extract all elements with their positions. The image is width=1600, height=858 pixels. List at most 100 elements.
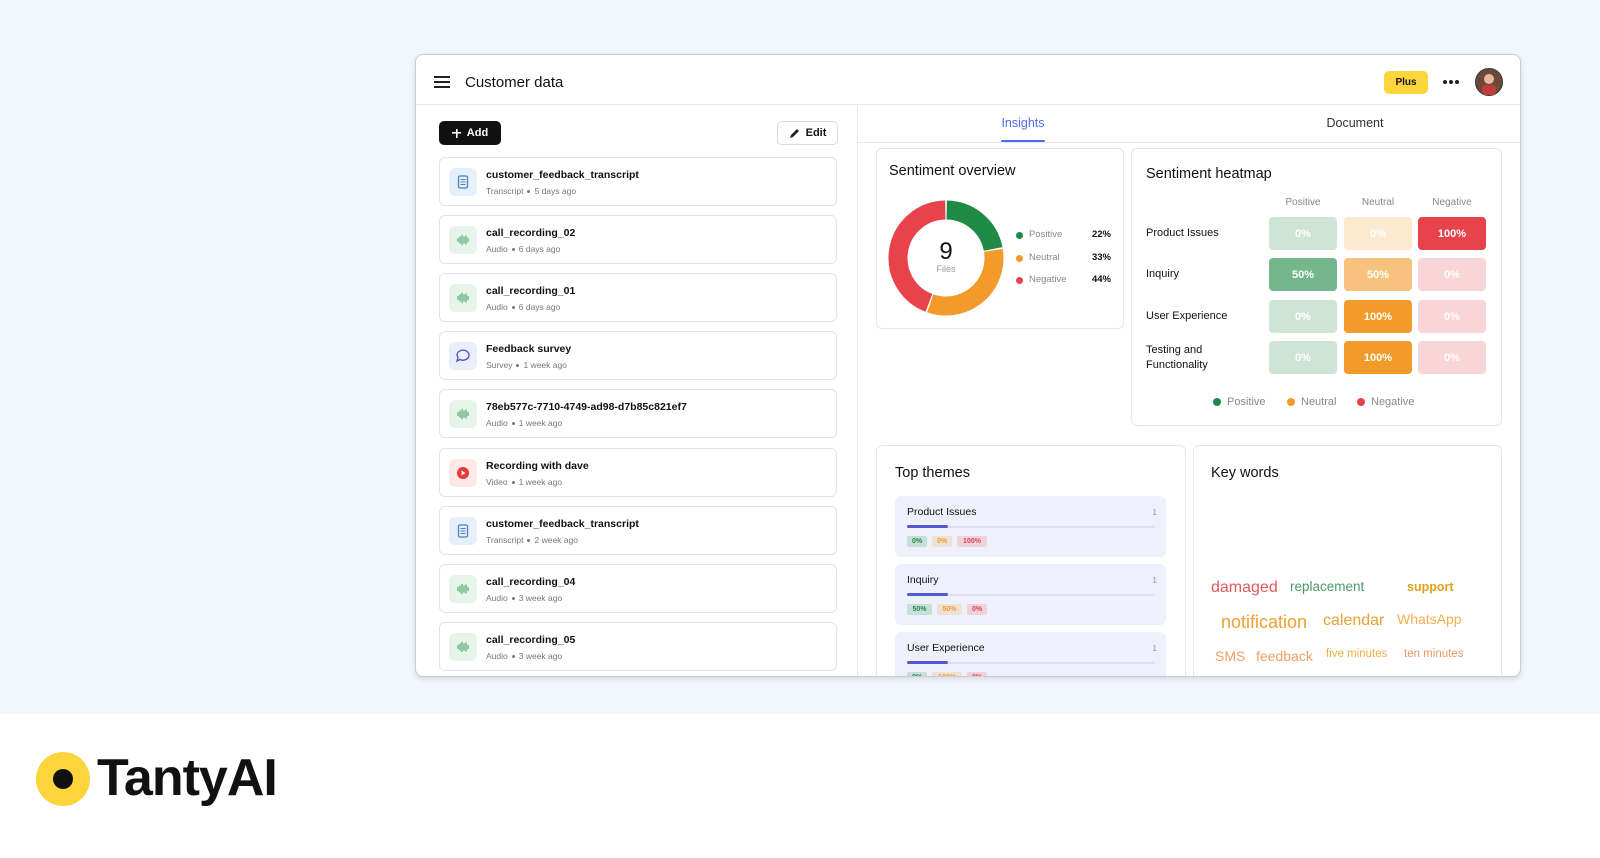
separator-dot	[511, 596, 515, 600]
file-name: customer_feedback_transcript	[486, 518, 639, 530]
theme-name: User Experience	[907, 642, 985, 654]
theme-track	[907, 526, 1155, 528]
file-age: 1 week ago	[518, 418, 563, 428]
theme-chip: 0%	[907, 672, 927, 676]
theme-track	[907, 594, 1155, 596]
theme-chip: 100%	[932, 672, 962, 676]
file-name: Feedback survey	[486, 343, 572, 355]
file-icon	[449, 459, 477, 487]
file-row[interactable]: customer_feedback_transcript Transcript 5 …	[439, 157, 837, 206]
edit-label: Edit	[805, 127, 827, 139]
theme-chip: 0%	[907, 536, 927, 547]
plus-icon	[451, 128, 461, 138]
heatmap-column-header: Negative	[1432, 197, 1472, 208]
file-meta: Audio 6 days ago	[486, 245, 560, 254]
theme-count: 1	[1152, 575, 1157, 585]
file-row[interactable]: customer_feedback_transcript Transcript 2 …	[439, 506, 837, 555]
heatmap-cell: 50%	[1269, 258, 1337, 291]
legend-label: Positive	[1029, 229, 1063, 240]
file-age: 6 days ago	[518, 244, 561, 254]
theme-name: Inquiry	[907, 574, 939, 586]
separator-dot	[511, 421, 515, 425]
tab[interactable]: Insights	[1001, 116, 1045, 130]
file-name: call_recording_04	[486, 576, 576, 588]
heatmap-legend-dot	[1213, 398, 1221, 406]
heatmap-row-label: User Experience	[1146, 310, 1228, 323]
file-meta: Audio 1 week ago	[486, 419, 562, 428]
file-icon-glyph	[457, 175, 469, 189]
heatmap-cell: 50%	[1344, 258, 1412, 291]
file-icon	[449, 284, 477, 312]
file-icon-glyph	[457, 408, 469, 420]
heatmap-row-label: Inquiry	[1146, 268, 1180, 281]
file-row[interactable]: call_recording_05 Audio 3 week ago	[439, 622, 837, 671]
overview-title: Sentiment overview	[889, 163, 1016, 179]
file-name: 78eb577c-7710-4749-ad98-d7b85c821ef7	[486, 401, 687, 413]
file-icon	[449, 226, 477, 254]
theme-item[interactable]: Inquiry 1 50% 50% 0%	[895, 564, 1166, 625]
heatmap-row-label: Product Issues	[1146, 227, 1219, 240]
keyword: feedback	[1256, 648, 1313, 664]
file-age: 6 days ago	[518, 302, 561, 312]
brand-logo	[36, 752, 90, 806]
file-row[interactable]: call_recording_02 Audio 6 days ago	[439, 215, 837, 264]
theme-item[interactable]: Product Issues 1 0% 0% 100%	[895, 496, 1166, 557]
add-label: Add	[466, 127, 489, 139]
legend-value: 22%	[1091, 229, 1111, 240]
file-name: call_recording_01	[486, 285, 576, 297]
heatmap-cell: 100%	[1344, 300, 1412, 333]
app-window: Customer data Plus Add Edit customer_feedbac…	[415, 54, 1521, 677]
tab[interactable]: Document	[1326, 116, 1384, 130]
file-row[interactable]: call_recording_01 Audio 6 days ago	[439, 273, 837, 322]
file-kind: Transcript	[486, 535, 524, 545]
add-button[interactable]: Add	[439, 121, 501, 145]
legend-dot	[1016, 277, 1023, 284]
edit-button[interactable]: Edit	[777, 121, 838, 145]
keyword: damaged	[1211, 579, 1278, 596]
legend-value: 33%	[1091, 251, 1111, 263]
keywords-title: Key words	[1211, 465, 1279, 481]
heatmap-legend-label: Neutral	[1301, 396, 1337, 408]
theme-progress	[907, 593, 948, 596]
file-row[interactable]: Recording with dave Video 1 week ago	[439, 448, 837, 497]
theme-chip: 0%	[967, 604, 987, 615]
file-row[interactable]: 78eb577c-7710-4749-ad98-d7b85c821ef7 Audi…	[439, 389, 837, 438]
file-age: 5 days ago	[534, 186, 577, 196]
separator-dot	[516, 363, 520, 367]
heatmap-title: Sentiment heatmap	[1146, 166, 1272, 182]
file-meta: Audio 3 week ago	[486, 652, 562, 661]
theme-item[interactable]: User Experience 1 0% 100% 0%	[895, 632, 1166, 676]
file-icon	[449, 633, 477, 661]
legend-label: Neutral	[1029, 251, 1060, 263]
file-icon-glyph	[457, 234, 469, 246]
heatmap-cell: 0%	[1418, 341, 1486, 374]
menu-icon[interactable]	[434, 75, 452, 89]
file-row[interactable]: call_recording_04 Audio 3 week ago	[439, 564, 837, 613]
file-kind: Transcript	[486, 186, 524, 196]
keyword: WhatsApp	[1397, 611, 1462, 627]
dot	[1455, 80, 1459, 84]
separator-dot	[511, 480, 515, 484]
file-kind: Audio	[486, 302, 508, 312]
file-meta: Survey 1 week ago	[486, 361, 567, 370]
heatmap-legend-dot	[1357, 398, 1365, 406]
keywords-panel	[1193, 445, 1502, 676]
theme-name: Product Issues	[907, 506, 977, 518]
donut-total: 9	[939, 238, 953, 265]
file-row[interactable]: Feedback survey Survey 1 week ago	[439, 331, 837, 380]
donut-segment	[888, 200, 946, 312]
glyph	[461, 470, 466, 476]
more-menu	[1443, 80, 1459, 84]
glyph	[455, 349, 470, 363]
heatmap-cell: 100%	[1344, 341, 1412, 374]
heatmap-legend-label: Negative	[1371, 396, 1415, 408]
plan-badge[interactable]: Plus	[1384, 71, 1428, 94]
header-divider	[416, 104, 1520, 105]
menu-bar	[434, 81, 450, 83]
file-meta: Video 1 week ago	[486, 478, 562, 487]
theme-chip: 0%	[932, 536, 952, 547]
file-icon-glyph	[457, 467, 469, 479]
file-icon-glyph	[457, 524, 469, 538]
file-age: 2 week ago	[534, 535, 578, 545]
file-kind: Audio	[486, 244, 508, 254]
